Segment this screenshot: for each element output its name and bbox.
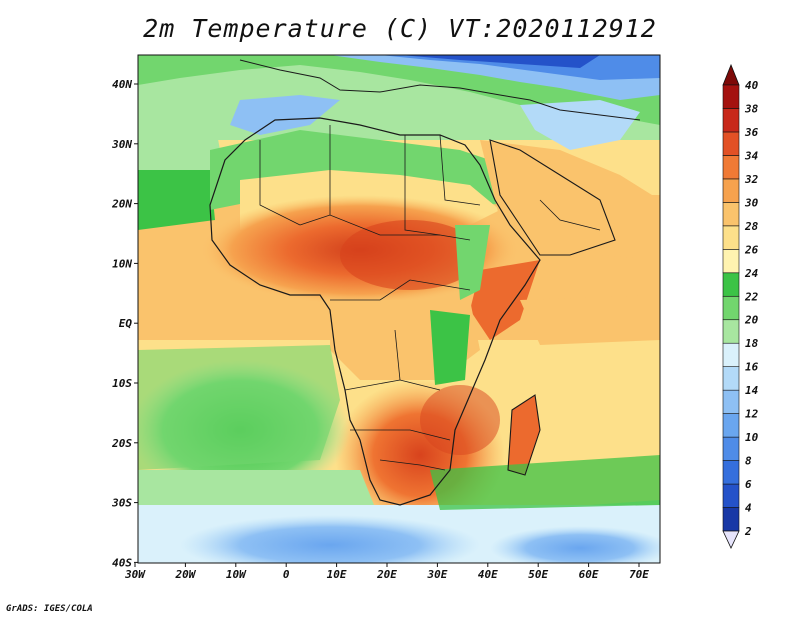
colorbar-box bbox=[722, 483, 740, 508]
longitude-label: 20E bbox=[376, 568, 397, 581]
colorbar-box bbox=[722, 319, 740, 344]
indian-ocean-green bbox=[430, 455, 660, 510]
latitude-label: 40N bbox=[112, 78, 132, 91]
colorbar-box bbox=[722, 413, 740, 438]
colorbar-box bbox=[722, 389, 740, 414]
arabia-coastline bbox=[489, 139, 616, 256]
colorbar-box bbox=[722, 460, 740, 485]
longitude-label: 70E bbox=[629, 568, 649, 581]
sahel-core bbox=[340, 220, 480, 290]
colorbar-label: 30 bbox=[744, 196, 759, 209]
colorbar-box bbox=[722, 131, 740, 156]
colorbar-label: 10 bbox=[745, 431, 759, 444]
mediterranean-coast bbox=[239, 59, 641, 121]
latitude-axis: 40N 30N 20N 10N EQ 10S 20S 30S 40S bbox=[111, 78, 138, 569]
longitude-label: 10W bbox=[226, 568, 247, 581]
longitude-axis: 30W 20W 10W 0 10E 20E 30E 40E 50E 60E 70E bbox=[124, 563, 649, 581]
colorbar-label: 4 bbox=[745, 502, 752, 515]
colorbar-label: 2 bbox=[744, 525, 752, 538]
madagascar-coastline bbox=[507, 394, 541, 476]
arabia bbox=[480, 140, 660, 260]
latitude-label: 30N bbox=[111, 138, 132, 151]
colorbar-label: 24 bbox=[744, 267, 759, 280]
colorbar-min-arrow bbox=[722, 530, 740, 549]
longitude-label: 50E bbox=[528, 568, 548, 581]
longitude-label: 0 bbox=[283, 568, 290, 581]
latitude-label: 20S bbox=[111, 437, 132, 450]
map-title: 2m Temperature (C) VT:2020112912 bbox=[143, 14, 657, 43]
colorbar-box bbox=[722, 178, 740, 203]
southern-ocean-cold-east bbox=[490, 526, 660, 563]
map-panel bbox=[138, 55, 660, 563]
colorbar-box bbox=[722, 366, 740, 391]
colorbar-box bbox=[722, 155, 740, 180]
colorbar-max-arrow bbox=[722, 63, 740, 86]
atlas-cool bbox=[230, 95, 340, 135]
longitude-label: 30W bbox=[124, 568, 146, 581]
southern-ocean-cold bbox=[180, 515, 480, 563]
zambezi-heat bbox=[420, 385, 500, 455]
colorbar-label: 12 bbox=[745, 408, 759, 421]
colorbar-label: 14 bbox=[745, 384, 759, 397]
atlantic-green bbox=[138, 170, 215, 230]
longitude-label: 10E bbox=[327, 568, 347, 581]
colorbar-box bbox=[722, 225, 740, 250]
madagascar bbox=[508, 395, 540, 475]
indian-ocean-warm bbox=[520, 295, 660, 345]
colorbar-label: 18 bbox=[745, 337, 759, 350]
longitude-label: 60E bbox=[579, 568, 599, 581]
grads-credit: GrADS: IGES/COLA bbox=[6, 604, 93, 614]
map-frame bbox=[137, 54, 661, 564]
latitude-label: 20N bbox=[111, 198, 132, 211]
longitude-label: 40E bbox=[478, 568, 498, 581]
colorbar-box bbox=[722, 295, 740, 321]
latitude-label: EQ bbox=[119, 317, 133, 330]
iran-cool bbox=[520, 100, 640, 150]
colorbar-box bbox=[722, 272, 740, 297]
colorbar-label: 32 bbox=[744, 173, 759, 186]
europe-colder bbox=[400, 55, 600, 68]
latitude-label: 10S bbox=[112, 377, 132, 390]
colorbar-label: 6 bbox=[745, 478, 752, 491]
latitude-label: 40S bbox=[112, 556, 132, 569]
colorbar-box bbox=[722, 507, 740, 532]
colorbar-label: 34 bbox=[744, 149, 759, 162]
great-lakes bbox=[430, 310, 470, 385]
south-atlantic-band bbox=[138, 345, 340, 470]
colorbar-label: 36 bbox=[744, 126, 759, 139]
colorbar-label: 40 bbox=[745, 79, 759, 92]
colorbar-label: 22 bbox=[744, 290, 759, 303]
colorbar-label: 8 bbox=[745, 455, 752, 468]
horn-heat bbox=[470, 260, 540, 340]
colorbar-box bbox=[722, 249, 740, 274]
colorbar-box bbox=[722, 436, 740, 461]
colorbar-box bbox=[722, 342, 740, 367]
colorbar-box bbox=[722, 108, 740, 133]
colorbar-label: 26 bbox=[744, 243, 759, 256]
colorbar-label: 28 bbox=[744, 220, 759, 233]
colorbar-label: 16 bbox=[745, 361, 759, 374]
latitude-label: 10N bbox=[112, 257, 132, 270]
longitude-label: 30E bbox=[426, 568, 447, 581]
colorbar-box bbox=[722, 84, 740, 109]
longitude-label: 20W bbox=[174, 568, 196, 581]
country-borders bbox=[259, 125, 601, 471]
colorbar-label: 38 bbox=[744, 102, 759, 115]
colorbar-box bbox=[722, 202, 740, 227]
latitude-label: 30S bbox=[111, 497, 132, 510]
colorbar-label: 20 bbox=[744, 314, 759, 327]
africa-coastline bbox=[209, 117, 541, 506]
ethiopian-highlands bbox=[455, 225, 490, 300]
